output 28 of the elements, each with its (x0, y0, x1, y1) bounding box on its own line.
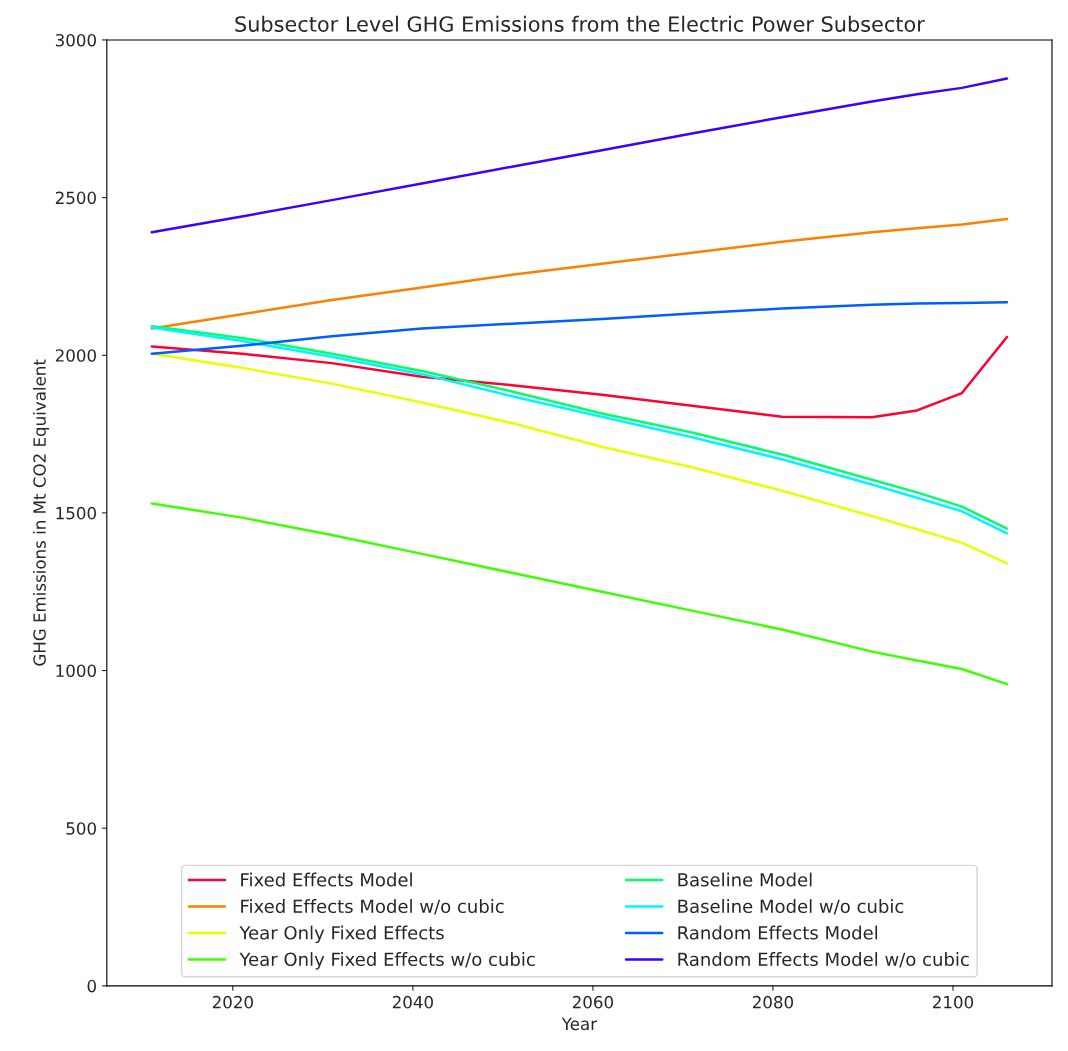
line-series (150, 502, 1009, 686)
legend-label: Random Effects Model w/o cubic (678, 952, 969, 968)
y-tick-label: 1500 (56, 506, 96, 520)
legend-label: Baseline Model w/o cubic (678, 899, 904, 915)
x-axis-title: Year (561, 1017, 598, 1031)
legend-label: Random Effects Model (678, 925, 878, 940)
line-series (150, 335, 1009, 419)
y-tick-label: 2000 (55, 349, 96, 362)
x-tick-label: 2100 (932, 995, 974, 1009)
legend-label: Fixed Effects Model (241, 872, 412, 887)
y-tick-label: 2500 (55, 191, 96, 205)
x-tick-label: 2060 (572, 995, 613, 1009)
y-tick-label: 500 (66, 822, 96, 835)
y-tick-label: 0 (87, 979, 96, 993)
line-series (150, 301, 1009, 355)
x-tick-label: 2080 (752, 995, 794, 1009)
legend-label: Fixed Effects Model w/o cubic (241, 899, 504, 915)
x-tick-label: 2040 (392, 995, 433, 1009)
legend-label: Baseline Model (678, 872, 812, 887)
x-tick-label: 2020 (212, 995, 253, 1009)
y-tick-label: 3000 (55, 33, 96, 47)
line-series (150, 77, 1009, 234)
y-tick-label: 1000 (56, 664, 96, 678)
legend-label: Year Only Fixed Effects w/o cubic (239, 952, 535, 970)
legend-label: Year Only Fixed Effects (239, 925, 444, 944)
chart-title: Subsector Level GHG Emissions from the Electric Power Subsector (235, 15, 925, 32)
line-series (150, 217, 1009, 330)
y-axis-title: GHG Emissions in Mt CO2 Equivalent (32, 359, 50, 666)
